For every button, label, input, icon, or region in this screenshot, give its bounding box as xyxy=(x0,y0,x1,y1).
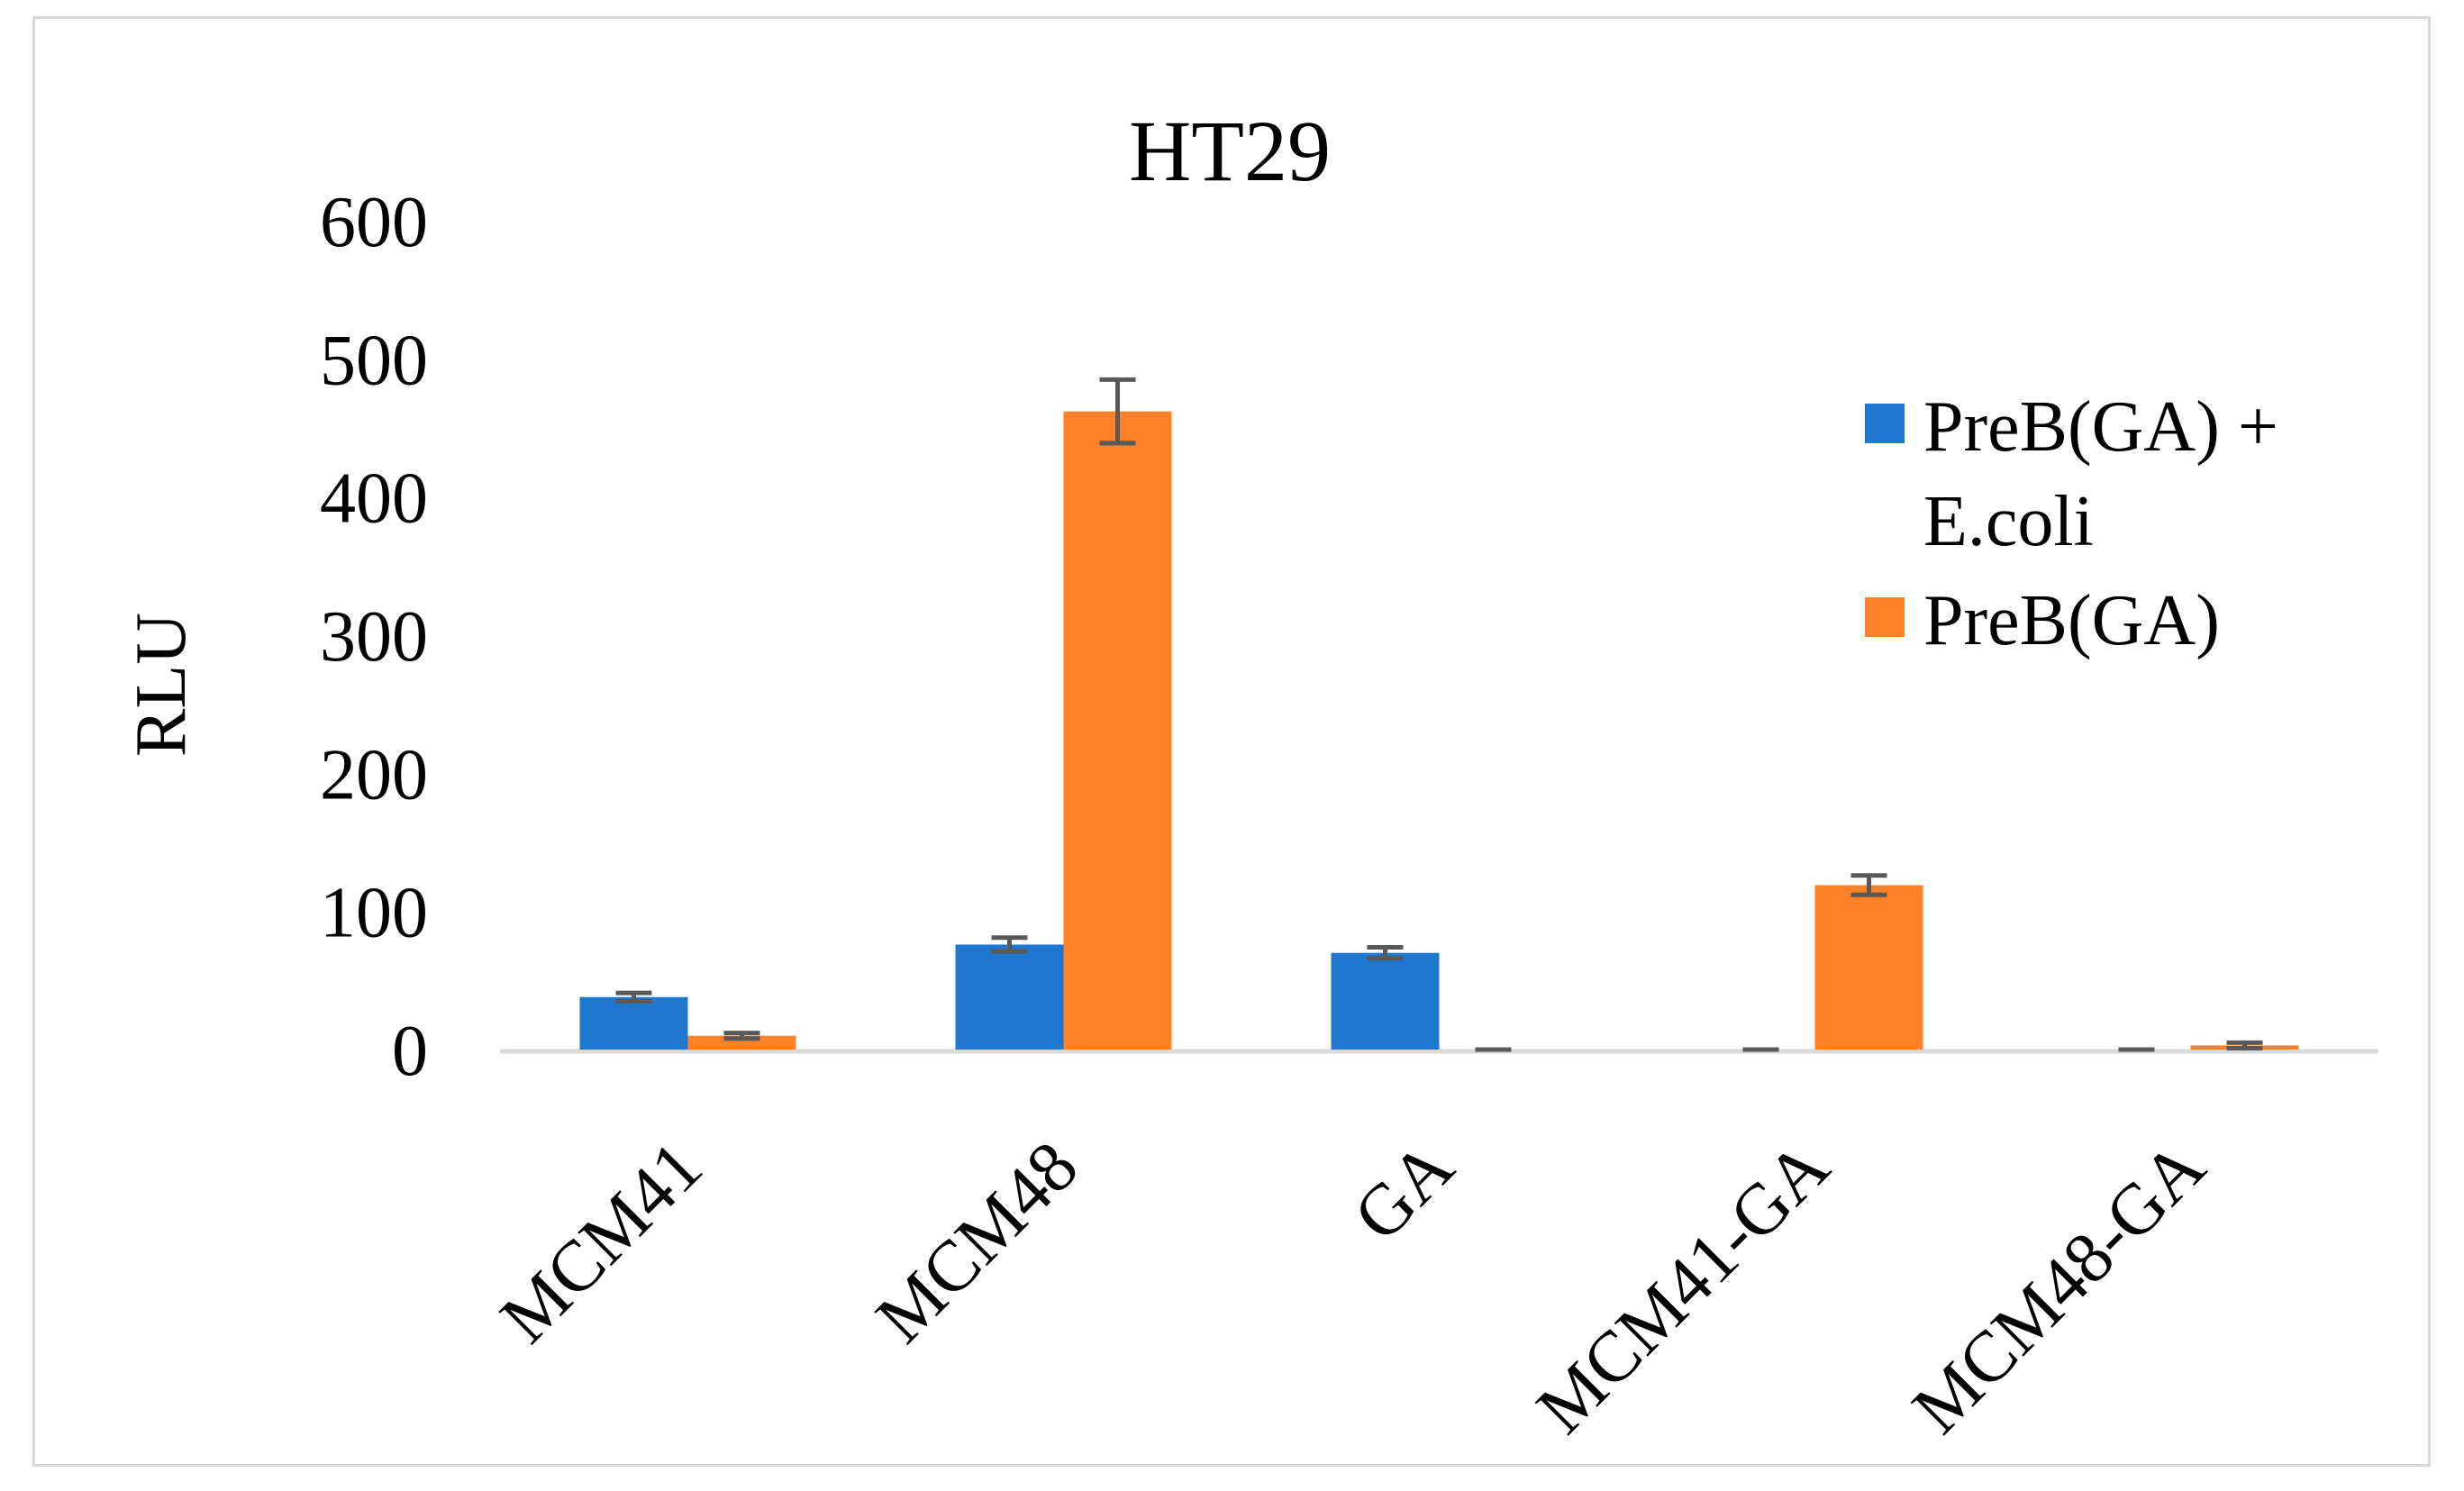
legend-swatch xyxy=(1865,597,1905,637)
x-tick-labels: MCM41 MCM48 GA MCM41-GA MCM48-GA xyxy=(486,1126,2220,1449)
y-tick-label: 600 xyxy=(320,183,428,262)
bar xyxy=(1063,411,1172,1050)
bar xyxy=(687,1035,796,1050)
y-tick-label: 200 xyxy=(320,735,428,814)
bar xyxy=(1814,885,1923,1050)
legend-label: E.coli xyxy=(1923,482,2094,561)
bar xyxy=(1331,952,1440,1050)
bar xyxy=(579,996,688,1050)
x-tick-label: MCM48-GA xyxy=(1898,1126,2221,1449)
y-axis-label: RLU xyxy=(122,613,201,757)
chart-title: HT29 xyxy=(1129,103,1331,199)
legend-swatch xyxy=(1865,404,1905,443)
error-bars xyxy=(615,377,2263,1052)
chart-frame xyxy=(32,16,2431,1467)
y-tick-labels: 0 100 200 300 400 500 600 xyxy=(320,183,428,1091)
legend: PreB(GA) + E.coli PreB(GA) xyxy=(1865,387,2278,660)
y-tick-label: 0 xyxy=(392,1012,428,1091)
y-tick-label: 400 xyxy=(320,459,428,539)
x-tick-label: MCM41-GA xyxy=(1523,1126,1845,1449)
bars xyxy=(579,411,2299,1050)
x-tick-label: MCM48 xyxy=(861,1127,1093,1359)
y-tick-label: 300 xyxy=(320,597,428,677)
y-tick-label: 500 xyxy=(320,321,428,400)
legend-label: PreB(GA) + xyxy=(1923,387,2278,467)
x-tick-label: GA xyxy=(1339,1126,1468,1256)
y-tick-label: 100 xyxy=(320,874,428,953)
x-tick-label: MCM41 xyxy=(486,1127,717,1359)
bar xyxy=(955,944,1064,1050)
legend-label: PreB(GA) xyxy=(1923,581,2220,660)
